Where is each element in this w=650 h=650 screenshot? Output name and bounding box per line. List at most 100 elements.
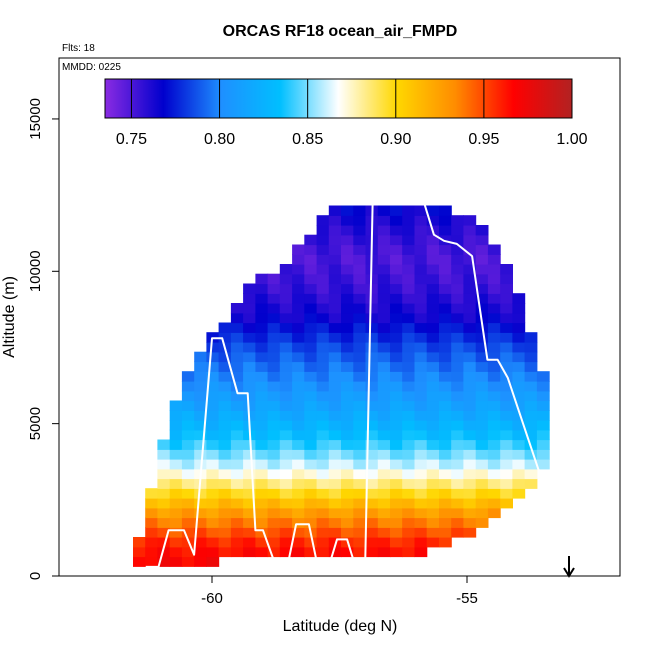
heatmap-cell	[267, 546, 281, 558]
heatmap-cell	[487, 254, 501, 265]
heatmap-cell	[218, 410, 232, 421]
heatmap-cell	[365, 390, 379, 402]
heatmap-cell	[463, 507, 477, 519]
heatmap-cell	[341, 468, 354, 480]
heatmap-cell	[463, 410, 477, 421]
heatmap-cell	[341, 342, 354, 353]
heatmap-cell	[414, 537, 428, 548]
heatmap-cell	[328, 264, 342, 275]
heatmap-cell	[414, 361, 428, 372]
heatmap-cell	[390, 517, 403, 528]
heatmap-cell	[451, 488, 464, 499]
heatmap-cell	[328, 468, 342, 480]
heatmap-cell	[439, 488, 452, 499]
heatmap-cell	[439, 351, 452, 363]
heatmap-cell	[328, 488, 342, 499]
heatmap-cell	[328, 439, 342, 450]
heatmap-cell	[353, 254, 367, 265]
heatmap-cell	[341, 351, 354, 363]
heatmap-cell	[230, 390, 244, 402]
heatmap-cell	[181, 488, 195, 499]
heatmap-cell	[536, 420, 550, 431]
heatmap-cell	[157, 439, 171, 450]
heatmap-cell	[279, 361, 293, 372]
heatmap-cell	[169, 527, 183, 538]
heatmap-cell	[512, 439, 526, 450]
heatmap-cell	[243, 332, 256, 343]
heatmap-cell	[341, 420, 354, 431]
heatmap-cell	[536, 459, 550, 470]
heatmap-cell	[292, 498, 305, 509]
heatmap-cell	[475, 303, 489, 314]
heatmap-cell	[267, 381, 281, 392]
heatmap-cell	[377, 234, 391, 246]
heatmap-cell	[365, 371, 379, 382]
heatmap-cell	[341, 215, 354, 226]
heatmap-cell	[255, 449, 269, 460]
heatmap-cell	[512, 488, 526, 499]
heatmap-cell	[487, 293, 501, 304]
heatmap-cell	[328, 293, 342, 304]
heatmap-cell	[181, 507, 195, 519]
heatmap-cell	[426, 410, 440, 421]
heatmap-cell	[377, 420, 391, 431]
y-tick-label: 10000	[27, 250, 44, 292]
heatmap-cell	[255, 381, 269, 392]
heatmap-cell	[402, 381, 415, 392]
heatmap-cell	[206, 498, 220, 509]
heatmap-cell	[341, 546, 354, 558]
heatmap-cell	[451, 517, 464, 528]
heatmap-cell	[341, 264, 354, 275]
heatmap-cell	[328, 381, 342, 392]
heatmap-cell	[487, 361, 501, 372]
heatmap-cell	[316, 361, 330, 372]
heatmap-cell	[218, 390, 232, 402]
heatmap-cell	[267, 390, 281, 402]
heatmap-cell	[304, 400, 318, 411]
heatmap-cell	[316, 390, 330, 402]
heatmap-cell	[218, 507, 232, 519]
heatmap-cell	[524, 371, 538, 382]
heatmap-cell	[475, 410, 489, 421]
heatmap-cell	[439, 498, 452, 509]
heatmap-cell	[500, 381, 513, 392]
heatmap-cell	[255, 312, 269, 324]
heatmap-cell	[377, 225, 391, 236]
heatmap-cell	[439, 468, 452, 480]
heatmap-cell	[353, 439, 367, 450]
y-axis: 0 5000 10000 15000	[27, 98, 59, 580]
heatmap-cell	[512, 342, 526, 353]
heatmap-cell	[365, 332, 379, 343]
heatmap-cell	[439, 303, 452, 314]
heatmap-cell	[157, 546, 171, 558]
heatmap-cell	[426, 322, 440, 333]
heatmap-cell	[194, 546, 207, 558]
heatmap-cell	[365, 449, 379, 460]
heatmap-cell	[451, 429, 464, 441]
heatmap-cell	[377, 488, 391, 499]
heatmap-cell	[243, 312, 256, 324]
heatmap-cell	[279, 537, 293, 548]
heatmap-cell	[402, 371, 415, 382]
heatmap-cell	[439, 410, 452, 421]
chart-title: ORCAS RF18 ocean_air_FMPD	[223, 23, 458, 40]
heatmap-cell	[304, 381, 318, 392]
heatmap-cell	[267, 420, 281, 431]
heatmap-cell	[500, 351, 513, 363]
heatmap-cell	[402, 293, 415, 304]
heatmap-cell	[451, 283, 464, 294]
heatmap-cell	[500, 342, 513, 353]
heatmap-cell	[218, 517, 232, 528]
heatmap-cell	[181, 371, 195, 382]
heatmap-cell	[390, 205, 403, 216]
heatmap-cell	[279, 439, 293, 450]
heatmap-cell	[487, 351, 501, 363]
heatmap-cell	[475, 400, 489, 411]
heatmap-cell	[390, 449, 403, 460]
heatmap-cell	[292, 429, 305, 441]
heatmap-cell	[341, 225, 354, 236]
heatmap-cell	[255, 459, 269, 470]
heatmap-cell	[279, 498, 293, 509]
heatmap-cell	[463, 361, 477, 372]
heatmap-cell	[353, 381, 367, 392]
